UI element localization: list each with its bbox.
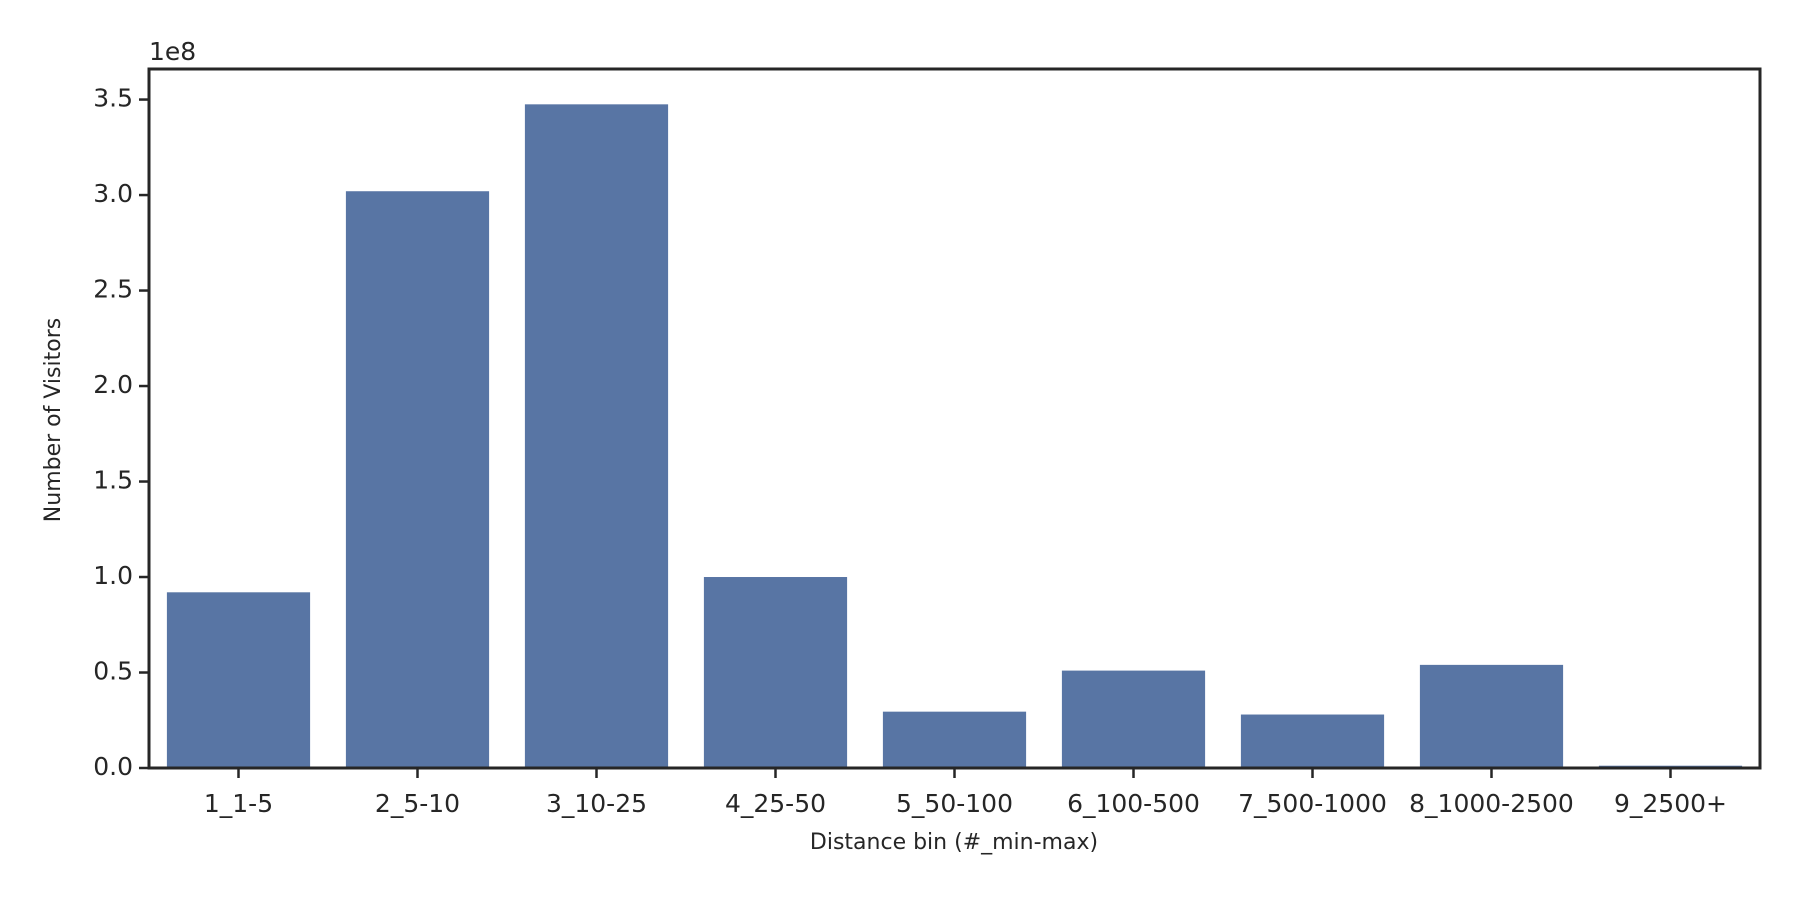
x-tick-label: 3_10-25 <box>546 789 647 818</box>
x-tick-label: 1_1-5 <box>204 789 273 818</box>
x-axis-label: Distance bin (#_min-max) <box>810 830 1098 855</box>
y-tick-label: 1.5 <box>93 466 133 495</box>
x-tick-label: 6_100-500 <box>1067 789 1200 818</box>
y-tick-label: 2.0 <box>93 370 133 399</box>
y-tick-label: 2.5 <box>93 275 133 304</box>
bar <box>1240 714 1385 768</box>
y-tick-label: 0.5 <box>93 657 133 686</box>
bar <box>1061 670 1206 768</box>
x-tick-label: 7_500-1000 <box>1238 789 1387 818</box>
x-tick-label: 2_5-10 <box>375 789 460 818</box>
x-tick-label: 5_50-100 <box>896 789 1013 818</box>
y-tick-label: 1.0 <box>93 561 133 590</box>
bar <box>345 191 490 769</box>
y-axis-label: Number of Visitors <box>41 318 66 522</box>
bar <box>166 592 311 768</box>
y-offset-label: 1e8 <box>149 37 196 66</box>
plot-frame <box>147 67 1762 770</box>
bar <box>524 104 669 768</box>
x-tick-label: 4_25-50 <box>725 789 826 818</box>
x-tick-label: 8_1000-2500 <box>1409 789 1574 818</box>
bar <box>703 577 848 768</box>
bar <box>882 711 1027 768</box>
x-tick-label: 9_2500+ <box>1614 789 1727 818</box>
bar <box>1419 664 1564 768</box>
y-tick-label: 0.0 <box>93 752 133 781</box>
y-tick-label: 3.5 <box>93 84 133 113</box>
y-tick-label: 3.0 <box>93 179 133 208</box>
